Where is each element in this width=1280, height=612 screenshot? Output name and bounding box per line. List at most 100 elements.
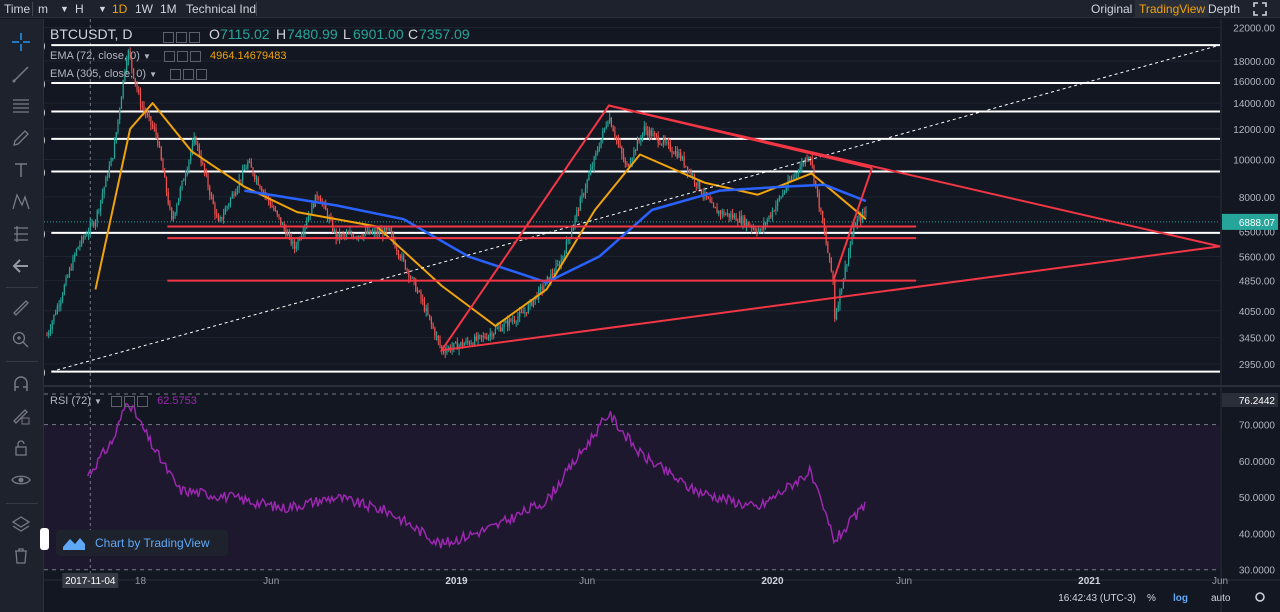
gear-icon[interactable]	[1255, 592, 1265, 602]
candle-body	[619, 143, 621, 147]
candle-body	[688, 170, 690, 173]
candle-body	[74, 254, 76, 258]
pattern-icon[interactable]	[8, 189, 34, 215]
ema-72-legend: EMA (72, close, 0) ▼ 4964.14679483	[50, 50, 286, 62]
candle-body	[434, 328, 436, 337]
lock-icon[interactable]	[8, 435, 34, 461]
candle-body	[716, 208, 718, 214]
toolbar-collapse-handle[interactable]	[40, 528, 49, 550]
candle-body	[723, 211, 725, 216]
layers-icon[interactable]	[8, 511, 34, 537]
candle-body	[257, 178, 259, 186]
price-chart[interactable]: 0(19798.68) 0.236(15791.00) 0.382(13311.68…	[44, 19, 1280, 612]
candle-body	[255, 178, 258, 180]
prediction-icon[interactable]	[8, 221, 34, 247]
interval-1m-button[interactable]: 1M	[160, 2, 177, 16]
candle-body	[325, 203, 327, 211]
candle-body	[508, 319, 510, 327]
candle-body	[300, 234, 303, 240]
candle-body	[248, 161, 251, 163]
trend-drawings[interactable]	[51, 44, 1221, 373]
percent-toggle[interactable]: %	[1147, 593, 1156, 604]
candle-body	[169, 203, 171, 209]
candle-body	[571, 230, 573, 238]
candle-body	[368, 230, 370, 234]
price-axis[interactable]: 22000.00 18000.00 16000.00 14000.00 12000.00…	[1222, 23, 1278, 371]
magnet-icon[interactable]	[8, 371, 34, 397]
text-icon[interactable]	[8, 157, 34, 183]
candle-body	[669, 143, 671, 151]
toolbar-divider	[6, 503, 38, 504]
time-axis[interactable]: 18 Jun 2019 Jun 2020 Jun 2021 Jun 2017-11-04 16:4…	[62, 573, 1265, 604]
candle-body	[304, 225, 306, 232]
rsi-label[interactable]: RSI (72)	[50, 395, 91, 407]
chevron-down-icon[interactable]: ▼	[94, 397, 102, 406]
trash-icon[interactable]	[8, 543, 34, 569]
symbol-title[interactable]: BTCUSDT, D	[50, 26, 133, 42]
candle-body	[179, 188, 181, 199]
crosshair-icon[interactable]	[8, 29, 34, 55]
ema-305-settings-icons[interactable]	[168, 68, 208, 80]
inner-triangle-lower	[832, 167, 873, 280]
candle-body	[271, 205, 273, 208]
candle-body	[261, 187, 263, 192]
tab-tradingview[interactable]: TradingView	[1135, 0, 1210, 18]
candle-body	[732, 214, 734, 218]
chevron-down-icon[interactable]: ▼	[60, 4, 69, 14]
legend-settings-icons[interactable]	[161, 28, 200, 44]
hour-interval-dropdown[interactable]: H	[75, 2, 84, 16]
candle-body	[143, 106, 145, 111]
candle-body	[448, 347, 450, 350]
minute-interval-dropdown[interactable]: m	[38, 2, 48, 16]
trend-line-icon[interactable]	[8, 61, 34, 87]
candle-body	[396, 247, 398, 252]
ema-72-label[interactable]: EMA (72, close, 0)	[50, 50, 140, 62]
candle-body	[108, 166, 110, 177]
rsi-settings-icons[interactable]	[109, 395, 149, 407]
candle-body	[240, 179, 242, 181]
candle-body	[313, 203, 315, 207]
lock-drawing-icon[interactable]	[8, 403, 34, 429]
log-toggle[interactable]: log	[1173, 593, 1188, 604]
candle-body	[160, 147, 162, 160]
candle-body	[532, 299, 535, 306]
technical-indicators-button[interactable]: Technical Ind	[186, 2, 257, 16]
rsi-axis-label: 40.0000	[1239, 529, 1276, 540]
zoom-in-icon[interactable]	[8, 327, 34, 353]
candle-body	[652, 133, 654, 137]
tab-original[interactable]: Original	[1091, 2, 1133, 16]
brush-icon[interactable]	[8, 125, 34, 151]
chevron-down-icon[interactable]: ▼	[98, 4, 107, 14]
tab-depth[interactable]: Depth	[1208, 2, 1241, 16]
ema-72-settings-icons[interactable]	[162, 50, 201, 62]
candle-body	[486, 337, 488, 339]
candle-body	[498, 327, 500, 329]
fib-levels-icon[interactable]	[8, 93, 34, 119]
candle-body	[280, 217, 282, 225]
fib-level-label: 0.5(11307.84)	[44, 134, 46, 146]
candle-body	[51, 321, 53, 330]
candle-body	[541, 286, 543, 290]
ema-305-label[interactable]: EMA (305, close, 0)	[50, 68, 146, 80]
interval-1d-button[interactable]: 1D	[112, 2, 128, 16]
candle-body	[553, 273, 555, 275]
candle-body	[551, 273, 554, 275]
tradingview-watermark[interactable]: Chart by TradingView	[56, 530, 228, 556]
candle-body	[635, 149, 637, 151]
back-arrow-icon[interactable]	[8, 253, 34, 279]
candle-body	[181, 180, 183, 189]
eye-icon[interactable]	[8, 467, 34, 493]
candle-body	[645, 126, 647, 131]
candle-body	[546, 276, 548, 281]
chevron-down-icon[interactable]: ▼	[142, 52, 151, 61]
candle-body	[848, 252, 850, 265]
auto-toggle[interactable]: auto	[1211, 593, 1231, 604]
chevron-down-icon[interactable]: ▼	[149, 70, 157, 79]
fullscreen-icon[interactable]	[1253, 2, 1267, 16]
candle-body	[122, 80, 124, 98]
candle-body	[273, 207, 275, 211]
interval-1w-button[interactable]: 1W	[135, 2, 153, 16]
candle-body	[583, 194, 585, 196]
ruler-icon[interactable]	[8, 295, 34, 321]
fib-retracement[interactable]: 0(19798.68) 0.236(15791.00) 0.382(13311.68…	[44, 40, 1220, 379]
